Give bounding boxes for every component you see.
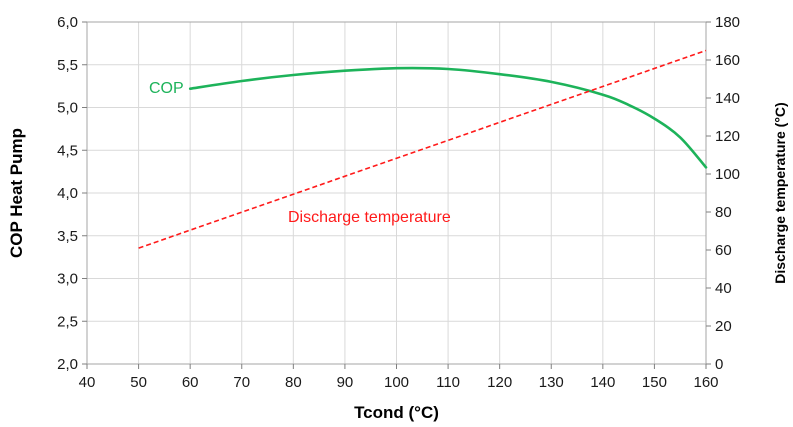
x-axis: 40 50 60 70 80 90 100 110 120 130 140 150 160 (79, 364, 719, 391)
y2-tick-label: 60 (715, 242, 732, 259)
gridlines (86, 21, 707, 365)
x-axis-title: Tcond (°C) (354, 403, 439, 422)
y-tick-label: 5,0 (57, 100, 78, 117)
y-axis-right: 0 20 40 60 80 100 120 140 160 180 (706, 14, 740, 373)
y-tick-label: 2,5 (57, 313, 78, 330)
x-tick-label: 120 (487, 374, 512, 391)
y2-tick-label: 80 (715, 204, 732, 221)
y-tick-label: 2,0 (57, 356, 78, 373)
y2-tick-label: 180 (715, 14, 740, 31)
x-tick-label: 100 (384, 374, 409, 391)
y2-tick-label: 160 (715, 52, 740, 69)
series-label-cop: COP (149, 80, 184, 97)
x-tick-label: 160 (693, 374, 718, 391)
x-tick-label: 140 (590, 374, 615, 391)
series-label-discharge-temperature: Discharge temperature (288, 209, 451, 226)
series-line-cop (188, 66, 708, 169)
x-tick-label: 60 (182, 374, 199, 391)
y2-tick-label: 20 (715, 318, 732, 335)
x-tick-label: 50 (130, 374, 147, 391)
x-tick-label: 130 (539, 374, 564, 391)
y-axis-title: COP Heat Pump (7, 128, 26, 258)
y2-tick-label: 120 (715, 128, 740, 145)
x-tick-label: 90 (337, 374, 354, 391)
y-tick-label: 6,0 (57, 14, 78, 31)
y-axis-left: 2,0 2,5 3,0 3,5 4,0 4,5 5,0 5,5 6,0 (57, 14, 87, 373)
y2-tick-label: 40 (715, 280, 732, 297)
y-tick-label: 4,0 (57, 185, 78, 202)
series-line-discharge-temperature (138, 49, 707, 249)
x-tick-label: 80 (285, 374, 302, 391)
y-tick-label: 4,5 (57, 142, 78, 159)
x-tick-label: 40 (79, 374, 96, 391)
series-layer (138, 49, 708, 249)
y2-tick-label: 140 (715, 90, 740, 107)
x-tick-label: 150 (642, 374, 667, 391)
y-tick-label: 5,5 (57, 57, 78, 74)
x-tick-label: 70 (233, 374, 250, 391)
y2-tick-label: 100 (715, 166, 740, 183)
y2-tick-label: 0 (715, 356, 723, 373)
y-tick-label: 3,5 (57, 228, 78, 245)
y-tick-label: 3,0 (57, 271, 78, 288)
y2-axis-title: Discharge temperature (°C) (772, 102, 788, 283)
x-tick-label: 110 (436, 374, 460, 391)
